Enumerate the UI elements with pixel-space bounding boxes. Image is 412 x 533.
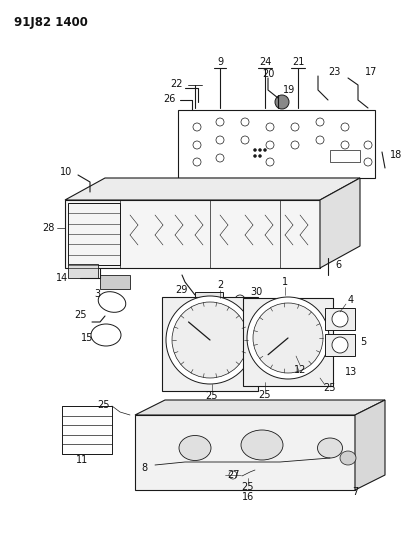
Text: 91J82 1400: 91J82 1400 xyxy=(14,16,88,29)
Polygon shape xyxy=(320,178,360,268)
Text: 19: 19 xyxy=(283,85,295,95)
Circle shape xyxy=(193,158,201,166)
Circle shape xyxy=(172,302,248,378)
Text: 1: 1 xyxy=(282,277,288,287)
Circle shape xyxy=(241,118,249,126)
Text: 25: 25 xyxy=(98,400,110,410)
Ellipse shape xyxy=(179,435,211,461)
Circle shape xyxy=(258,149,262,151)
Circle shape xyxy=(193,123,201,131)
Circle shape xyxy=(253,303,323,373)
Bar xyxy=(62,406,112,454)
Bar xyxy=(68,264,98,278)
Circle shape xyxy=(258,155,262,157)
Text: 26: 26 xyxy=(164,94,176,104)
Text: 29: 29 xyxy=(176,285,188,295)
Circle shape xyxy=(266,158,274,166)
Circle shape xyxy=(264,149,267,151)
Bar xyxy=(325,308,355,330)
Text: 14: 14 xyxy=(56,273,68,283)
Text: 11: 11 xyxy=(76,455,88,465)
Text: 25: 25 xyxy=(259,390,271,400)
Bar xyxy=(325,334,355,356)
Circle shape xyxy=(275,95,289,109)
Circle shape xyxy=(216,118,224,126)
Circle shape xyxy=(247,297,329,379)
Text: 25: 25 xyxy=(324,383,336,393)
Text: 15: 15 xyxy=(81,333,93,343)
Text: 17: 17 xyxy=(365,67,377,77)
Text: 10: 10 xyxy=(60,167,72,177)
Bar xyxy=(162,297,258,391)
Bar xyxy=(243,298,333,386)
Circle shape xyxy=(332,337,348,353)
Text: 24: 24 xyxy=(259,57,271,67)
Ellipse shape xyxy=(318,438,342,458)
Text: 20: 20 xyxy=(262,69,274,79)
Text: 16: 16 xyxy=(242,492,254,502)
Text: 9: 9 xyxy=(217,57,223,67)
Polygon shape xyxy=(65,200,320,268)
Circle shape xyxy=(316,136,324,144)
Text: 25: 25 xyxy=(242,482,254,492)
Text: 25: 25 xyxy=(206,391,218,401)
Circle shape xyxy=(241,136,249,144)
Polygon shape xyxy=(135,415,355,490)
Text: 23: 23 xyxy=(328,67,340,77)
Polygon shape xyxy=(65,178,360,200)
Ellipse shape xyxy=(340,451,356,465)
Text: 13: 13 xyxy=(345,367,357,377)
Polygon shape xyxy=(135,400,385,415)
Text: 7: 7 xyxy=(352,487,358,497)
Circle shape xyxy=(166,296,254,384)
Ellipse shape xyxy=(91,324,121,346)
Ellipse shape xyxy=(98,292,126,312)
Circle shape xyxy=(364,141,372,149)
Circle shape xyxy=(291,141,299,149)
Circle shape xyxy=(316,118,324,126)
Circle shape xyxy=(332,311,348,327)
Text: 22: 22 xyxy=(171,79,183,89)
Circle shape xyxy=(266,123,274,131)
Circle shape xyxy=(216,154,224,162)
Circle shape xyxy=(253,149,257,151)
Polygon shape xyxy=(355,400,385,490)
Text: 28: 28 xyxy=(42,223,55,233)
Bar xyxy=(195,292,223,310)
Circle shape xyxy=(229,471,237,479)
Circle shape xyxy=(266,141,274,149)
Text: 27: 27 xyxy=(227,470,240,480)
Text: 3: 3 xyxy=(94,289,100,299)
Text: 18: 18 xyxy=(390,150,402,160)
Text: 2: 2 xyxy=(217,280,223,290)
Circle shape xyxy=(193,141,201,149)
Text: 25: 25 xyxy=(75,310,87,320)
Text: 4: 4 xyxy=(348,295,354,305)
Text: 6: 6 xyxy=(335,260,341,270)
Circle shape xyxy=(291,123,299,131)
Bar xyxy=(100,275,130,289)
Bar xyxy=(330,150,360,162)
Text: 8: 8 xyxy=(142,463,148,473)
Text: 5: 5 xyxy=(360,337,366,347)
Bar xyxy=(68,203,120,265)
Text: 30: 30 xyxy=(250,287,262,297)
Text: 21: 21 xyxy=(292,57,304,67)
Polygon shape xyxy=(178,110,375,178)
Circle shape xyxy=(216,136,224,144)
Circle shape xyxy=(364,158,372,166)
Circle shape xyxy=(235,295,245,305)
Circle shape xyxy=(341,141,349,149)
Circle shape xyxy=(341,123,349,131)
Text: 12: 12 xyxy=(294,365,306,375)
Circle shape xyxy=(253,155,257,157)
Ellipse shape xyxy=(241,430,283,460)
